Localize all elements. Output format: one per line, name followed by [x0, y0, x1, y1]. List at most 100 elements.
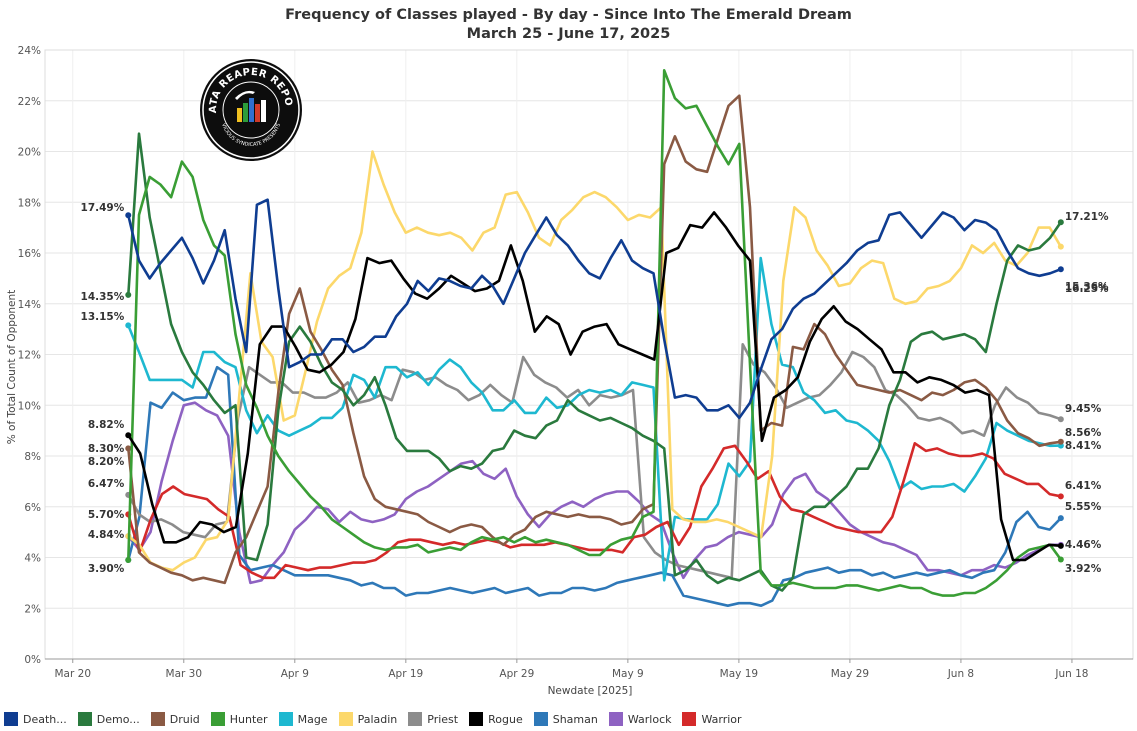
legend-swatch	[608, 712, 623, 726]
x-tick-label: Apr 29	[499, 668, 534, 680]
series-line-druid	[127, 94, 1063, 585]
legend-label: Hunter	[229, 712, 268, 726]
series-end-marker	[1057, 515, 1064, 522]
x-tick-label: Apr 9	[281, 668, 309, 680]
x-tick-label: Apr 19	[388, 668, 423, 680]
end-value-label: 15.36%	[1065, 281, 1109, 293]
legend-item[interactable]: Death...	[4, 712, 67, 726]
y-tick-label: 16%	[18, 248, 41, 260]
start-value-label: 13.15%	[81, 311, 125, 323]
start-value-label: 8.20%	[88, 456, 125, 468]
y-tick-label: 6%	[24, 502, 41, 514]
data-labels: 17.49% 14.35% 13.15% 8.82% 8.30%8.20% 6.47% 5.…	[81, 202, 1110, 575]
series-line-demo	[127, 132, 1063, 592]
y-tick-label: 14%	[18, 299, 41, 311]
y-tick-label: 8%	[24, 451, 41, 463]
chart-subtitle: March 25 - June 17, 2025	[466, 26, 671, 42]
series-end-marker	[1057, 542, 1064, 549]
series-end-marker	[1057, 416, 1064, 423]
series-end-marker	[1057, 243, 1064, 250]
y-tick-label: 4%	[24, 553, 41, 565]
legend-swatch	[682, 712, 697, 726]
legend-label: Rogue	[488, 712, 523, 726]
start-value-label: 17.49%	[81, 202, 125, 214]
series-line-paladin	[127, 150, 1063, 572]
legend-item[interactable]: Demo...	[77, 712, 140, 726]
legend-label: Death...	[23, 712, 67, 726]
series-line-priest	[127, 343, 1063, 580]
legend-swatch	[338, 712, 353, 726]
legend: Death... Demo... Druid Hunter Mage Paladin Pri…	[4, 709, 753, 729]
series-start-marker	[125, 212, 132, 219]
end-value-label: 3.92%	[1065, 563, 1102, 575]
end-value-label: 16.25%	[1065, 283, 1109, 295]
legend-item[interactable]: Druid	[150, 712, 200, 726]
y-tick-label: 20%	[18, 147, 41, 159]
legend-label: Paladin	[357, 712, 398, 726]
legend-item[interactable]: Paladin	[338, 712, 398, 726]
x-tick-label: May 9	[612, 668, 644, 680]
end-value-label: 8.41%	[1065, 440, 1102, 452]
start-value-label: 5.70%	[88, 509, 125, 521]
y-tick-label: 12%	[18, 350, 41, 362]
y-tick-label: 24%	[18, 45, 41, 57]
series-line-shaman	[127, 365, 1063, 607]
start-value-label: 4.84%	[88, 529, 125, 541]
series-start-marker	[125, 291, 132, 298]
legend-item[interactable]: Warlock	[608, 712, 672, 726]
series-end-marker	[1057, 438, 1064, 445]
x-axis-title: Newdate [2025]	[548, 685, 633, 697]
end-value-label: 4.46%	[1065, 539, 1102, 551]
end-value-label: 9.45%	[1065, 403, 1102, 415]
legend-swatch	[77, 712, 92, 726]
legend-swatch	[4, 712, 18, 726]
end-value-label: 17.21%	[1065, 211, 1109, 223]
legend-label: Mage	[297, 712, 328, 726]
chart-title: Frequency of Classes played - By day - S…	[285, 7, 852, 23]
legend-item[interactable]: Hunter	[210, 712, 268, 726]
start-value-label: 14.35%	[81, 291, 125, 303]
x-tick-label: May 29	[831, 668, 869, 680]
y-tick-label: 10%	[18, 400, 41, 412]
legend-label: Druid	[169, 712, 200, 726]
y-axis-title: % of Total Count of Opponent	[6, 290, 18, 445]
start-value-label: 8.82%	[88, 419, 125, 431]
legend-swatch	[408, 712, 423, 726]
legend-label: Shaman	[552, 712, 598, 726]
legend-swatch	[210, 712, 225, 726]
x-tick-label: Mar 20	[54, 668, 91, 680]
series-line-warrior	[127, 442, 1063, 580]
series-line-warlock	[127, 401, 1063, 585]
data-reaper-report-logo: DATA REAPER REPORT VICIOUS SYNDICATE PRE…	[199, 58, 302, 161]
legend-item[interactable]: Mage	[278, 712, 328, 726]
start-value-label: 3.90%	[88, 563, 125, 575]
legend-label: Warrior	[701, 712, 742, 726]
series-line-hunter	[127, 69, 1063, 597]
legend-swatch	[469, 712, 484, 726]
series-end-marker	[1057, 266, 1064, 273]
x-tick-label: Jun 8	[947, 668, 974, 680]
legend-label: Priest	[427, 712, 459, 726]
y-tick-label: 18%	[18, 197, 41, 209]
legend-label: Demo...	[96, 712, 140, 726]
x-tick-label: May 19	[720, 668, 758, 680]
series-end-marker	[1057, 219, 1064, 226]
legend-item[interactable]: Priest	[408, 712, 458, 726]
legend-item[interactable]: Rogue	[469, 712, 523, 726]
series-end-marker	[1057, 493, 1064, 500]
start-value-label: 6.47%	[88, 478, 125, 490]
line-chart: 0% 2% 4% 6% 8% 10% 12% 14% 16% 18% 20% 22% 24% Mar 20…	[6, 45, 1134, 697]
series-start-marker	[125, 322, 132, 329]
end-value-label: 8.56%	[1065, 427, 1102, 439]
end-value-label: 6.41%	[1065, 480, 1102, 492]
end-value-label: 5.55%	[1065, 501, 1102, 513]
series-lines	[125, 69, 1064, 607]
legend-item[interactable]: Warrior	[682, 712, 742, 726]
legend-label: Warlock	[627, 712, 672, 726]
legend-item[interactable]: Shaman	[533, 712, 598, 726]
y-tick-label: 2%	[24, 603, 41, 615]
series-end-marker	[1057, 556, 1064, 563]
legend-swatch	[278, 712, 293, 726]
legend-swatch	[533, 712, 548, 726]
x-tick-label: Mar 30	[166, 668, 203, 680]
